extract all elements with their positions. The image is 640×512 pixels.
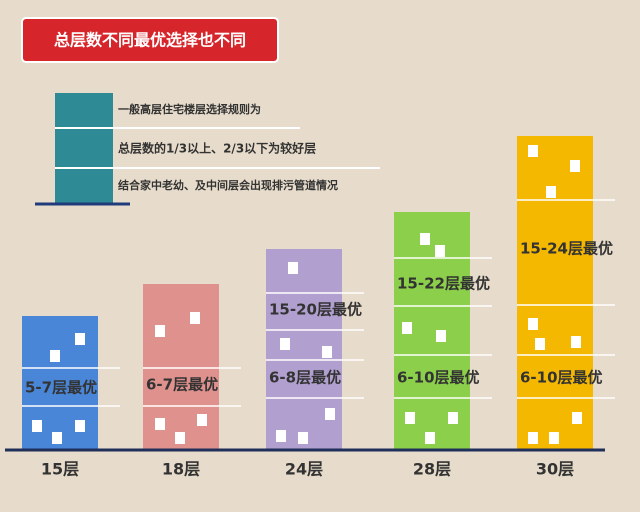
window	[435, 245, 445, 257]
window	[535, 338, 545, 350]
title: 总层数不同最优选择也不同	[54, 31, 246, 50]
window	[405, 412, 415, 424]
window	[298, 432, 308, 444]
window	[528, 432, 538, 444]
building-label: 18层	[162, 460, 200, 479]
window	[546, 186, 556, 198]
building	[517, 136, 593, 450]
legend-building	[55, 93, 113, 203]
window	[175, 432, 185, 444]
floor-note: 15-22层最优	[397, 275, 490, 293]
building-label: 15层	[41, 460, 79, 479]
legend-text: 总层数的1/3以上、2/3以下为较好层	[118, 141, 316, 156]
window	[420, 233, 430, 245]
window	[32, 420, 42, 432]
buildings: 5-7层最优 15层 6-7层最优 18层 15-20层最优 6-8层最优 24层 15-22…	[22, 136, 615, 479]
building-label: 28层	[413, 460, 451, 479]
floor-note: 6-7层最优	[146, 376, 218, 394]
legend-text: 结合家中老幼、及中间层会出现排污管道情况	[117, 178, 338, 192]
legend: 一般高层住宅楼层选择规则为 总层数的1/3以上、2/3以下为较好层 结合家中老幼…	[35, 93, 380, 206]
floor-note: 6-10层最优	[397, 369, 480, 387]
window	[425, 432, 435, 444]
building-label: 24层	[285, 460, 323, 479]
window	[549, 432, 559, 444]
window	[571, 336, 581, 348]
floor-note: 6-10层最优	[520, 369, 603, 387]
window	[448, 412, 458, 424]
floor-note: 6-8层最优	[269, 369, 341, 387]
window	[197, 414, 207, 426]
window	[276, 430, 286, 442]
building-label: 30层	[536, 460, 574, 479]
window	[50, 350, 60, 362]
floor-note: 15-20层最优	[269, 301, 362, 319]
window	[190, 312, 200, 324]
window	[280, 338, 290, 350]
window	[572, 412, 582, 424]
window	[436, 330, 446, 342]
title-box	[21, 17, 279, 63]
window	[325, 408, 335, 420]
window	[52, 432, 62, 444]
window	[570, 160, 580, 172]
legend-text: 一般高层住宅楼层选择规则为	[118, 102, 261, 116]
window	[322, 346, 332, 358]
window	[402, 322, 412, 334]
window	[528, 145, 538, 157]
floor-note: 15-24层最优	[520, 240, 613, 258]
window	[75, 420, 85, 432]
building	[143, 284, 219, 450]
window	[155, 418, 165, 430]
window	[75, 333, 85, 345]
window	[528, 318, 538, 330]
floor-note: 5-7层最优	[25, 379, 97, 397]
window	[155, 325, 165, 337]
window	[288, 262, 298, 274]
